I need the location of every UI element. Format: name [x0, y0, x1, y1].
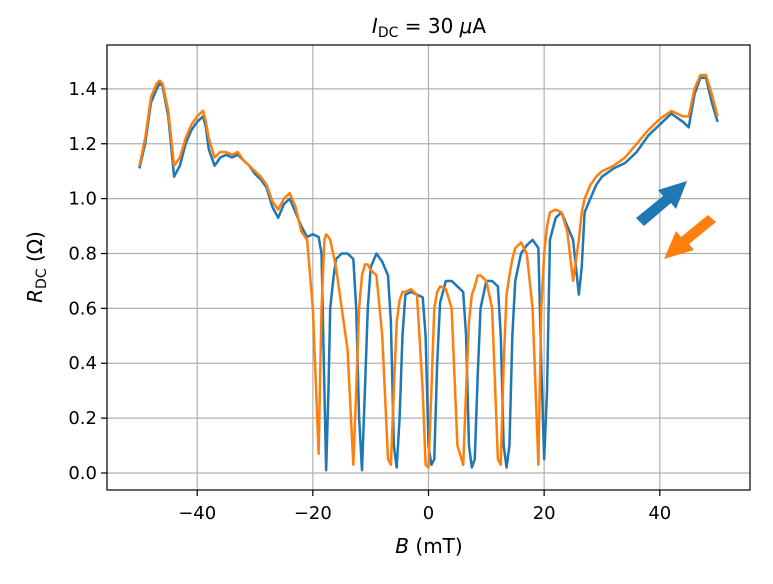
- x-tick-label: −40: [178, 503, 216, 524]
- ticks: −40 −20 0 20 40 0.0 0.2 0.4 0.6 0.8 1.0 1.2 1.4: [68, 79, 671, 524]
- y-tick-label: 0.8: [68, 244, 97, 265]
- x-tick-label: 0: [423, 503, 434, 524]
- x-label-unit: (mT): [409, 534, 463, 558]
- x-tick-label: 20: [533, 503, 556, 524]
- y-label-unit: (Ω): [23, 231, 47, 268]
- y-tick-label: 0.4: [68, 353, 97, 374]
- x-tick-label: −20: [294, 503, 332, 524]
- y-axis-label: RDC (Ω): [23, 231, 50, 303]
- x-axis-label: B (mT): [395, 534, 462, 558]
- chart-title: IDC = 30 μA: [372, 14, 486, 41]
- y-tick-label: 0.2: [68, 408, 97, 429]
- sweep-up-arrow: [636, 181, 687, 226]
- y-tick-label: 0.0: [68, 463, 97, 484]
- title-subscript: DC: [378, 25, 399, 41]
- title-text: = 30: [398, 14, 459, 38]
- y-tick-label: 1.2: [68, 134, 97, 155]
- y-tick-label: 1.0: [68, 189, 97, 210]
- title-unit: A: [472, 14, 486, 38]
- series-line: [138, 73, 719, 469]
- y-label-symbol: R: [23, 289, 47, 303]
- title-symbol: I: [372, 14, 378, 38]
- x-tick-label: 40: [648, 503, 671, 524]
- lines: [138, 73, 719, 472]
- title-unit-prefix: μ: [459, 14, 473, 38]
- grid: [107, 45, 750, 490]
- y-tick-label: 1.4: [68, 79, 97, 100]
- sweep-arrows: [636, 181, 716, 259]
- y-label-subscript: DC: [34, 268, 50, 289]
- x-label-symbol: B: [395, 534, 409, 558]
- y-tick-label: 0.6: [68, 298, 97, 319]
- sweep-down-arrow: [664, 215, 716, 259]
